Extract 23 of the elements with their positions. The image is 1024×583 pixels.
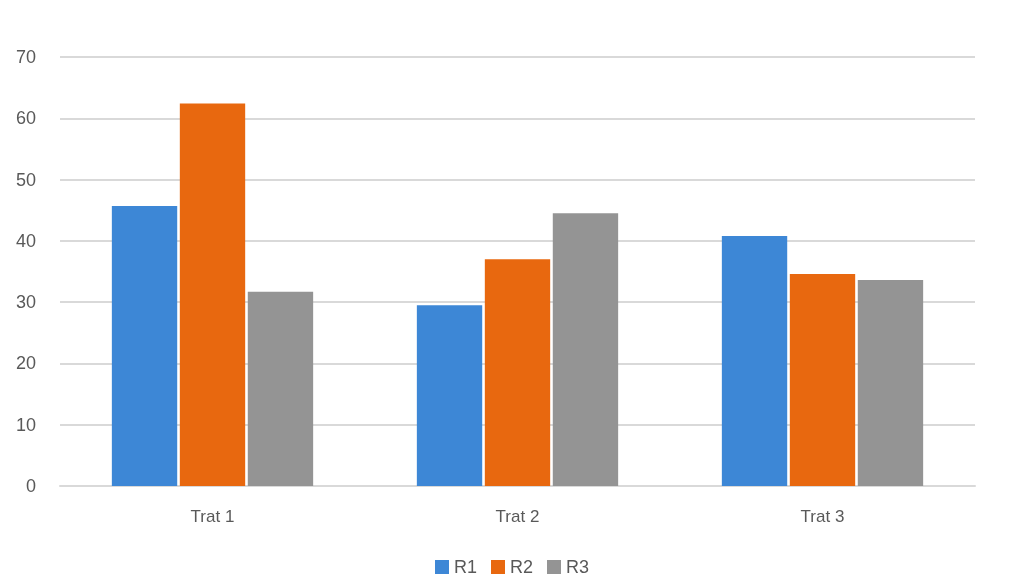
bar: [179, 103, 246, 486]
y-tick-label: 50: [15, 169, 36, 190]
bar: [484, 259, 551, 486]
y-tick-label: 10: [15, 414, 36, 435]
bar: [247, 291, 314, 486]
x-tick-label: Trat 1: [190, 507, 235, 526]
bar: [416, 305, 483, 486]
x-tick-label: Trat 2: [495, 507, 540, 526]
y-tick-label: 0: [25, 476, 36, 496]
legend-label: R2: [510, 557, 534, 577]
y-tick-label: 20: [15, 353, 36, 374]
bar: [721, 235, 788, 486]
y-tick-label: 60: [15, 108, 36, 129]
bar: [789, 273, 856, 486]
x-tick-label: Trat 3: [800, 507, 845, 526]
y-tick-label: 40: [15, 230, 36, 251]
y-tick-label: 30: [15, 292, 36, 313]
legend-label: R3: [566, 557, 590, 577]
bar: [552, 213, 619, 486]
y-tick-label: 70: [15, 47, 36, 67]
legend-label: R1: [453, 557, 477, 577]
bar: [857, 280, 924, 486]
bar: [111, 205, 178, 486]
